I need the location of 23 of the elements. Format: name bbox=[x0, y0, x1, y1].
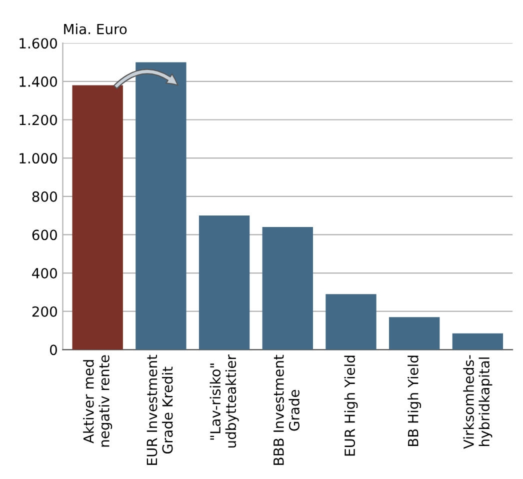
x-tick-label: EUR Investment Grade Kredit bbox=[146, 354, 173, 465]
x-tick-label: Virksomheds- hybridkapital bbox=[463, 355, 492, 449]
bar bbox=[262, 227, 313, 350]
y-tick-label: 1.600 bbox=[20, 38, 57, 49]
y-tick-label: 1.000 bbox=[20, 153, 57, 164]
bar bbox=[389, 317, 440, 350]
x-tick-label: "Lav-risiko" udbytteaktier bbox=[210, 354, 239, 448]
y-tick-label: 800 bbox=[32, 191, 57, 202]
y-tick-label: 400 bbox=[32, 268, 57, 279]
y-axis-title: Mia. Euro bbox=[64, 24, 127, 34]
y-tick-label: 1.400 bbox=[20, 76, 57, 87]
y-tick-label: 200 bbox=[32, 306, 57, 317]
bar bbox=[198, 216, 250, 350]
y-tick-label: 600 bbox=[32, 230, 57, 240]
y-tick-label: 1.200 bbox=[20, 114, 57, 126]
bar bbox=[326, 294, 376, 350]
bar bbox=[72, 85, 123, 350]
x-tick-label: BB High Yield bbox=[408, 356, 422, 446]
x-tick-label: BBB Investment Grade bbox=[274, 354, 300, 465]
bar bbox=[452, 333, 504, 350]
y-tick-label: 0 bbox=[50, 344, 57, 356]
x-tick-label: Aktiver med negativ rente bbox=[83, 355, 112, 447]
x-tick-label: EUR High Yield bbox=[344, 356, 358, 456]
